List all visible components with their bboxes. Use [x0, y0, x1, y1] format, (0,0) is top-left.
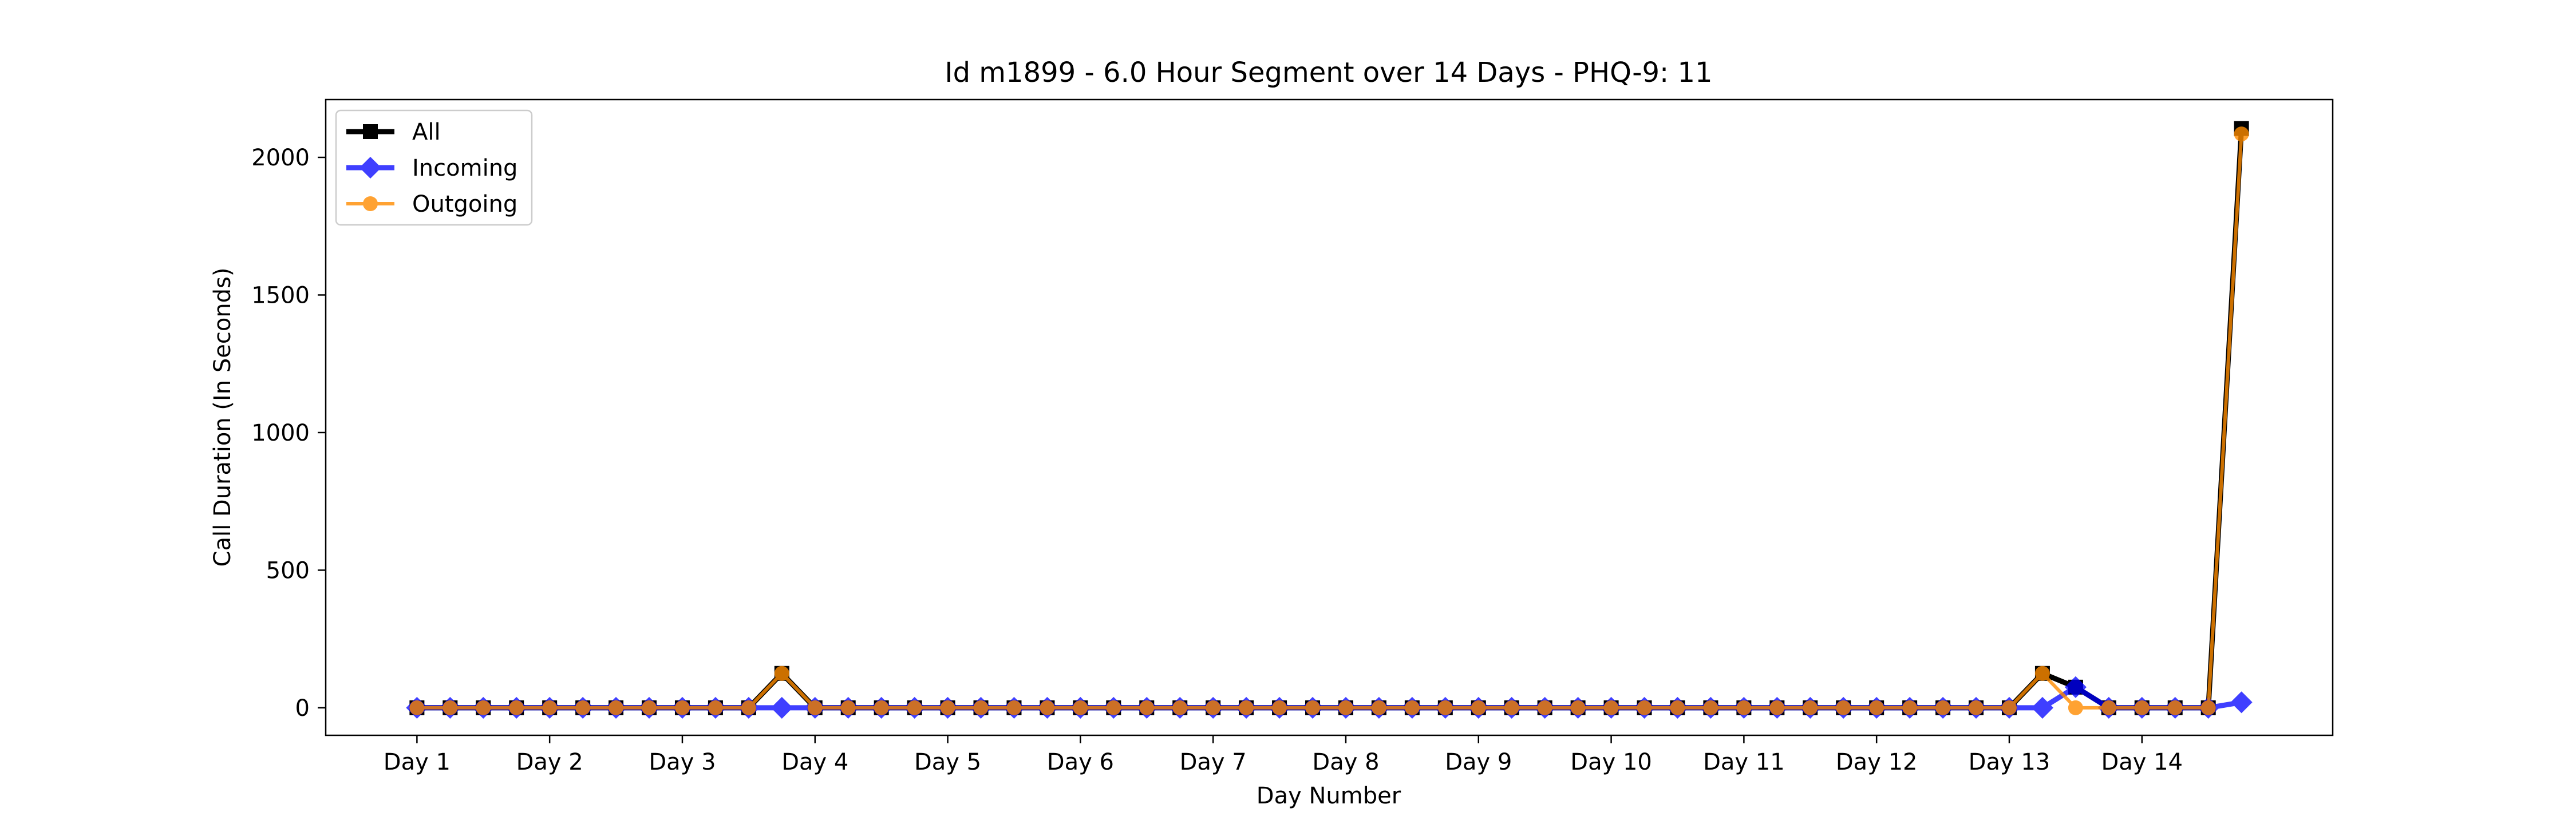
data-point-outgoing	[2068, 700, 2083, 715]
data-point-outgoing	[1139, 700, 1155, 715]
data-point-outgoing	[1703, 700, 1718, 715]
x-tick-label: Day 5	[914, 749, 981, 775]
data-point-outgoing	[1504, 700, 1519, 715]
x-tick-label: Day 11	[1703, 749, 1785, 775]
data-point-outgoing	[1471, 700, 1486, 715]
data-point-outgoing	[874, 700, 889, 715]
data-point-outgoing	[1206, 700, 1221, 715]
data-point-outgoing	[542, 700, 558, 715]
series-outgoing	[409, 126, 2249, 715]
x-ticks: Day 1 Day 2 Day 3 Day 4 Day 5 Day 6 Day 7 Day 8…	[384, 735, 2183, 775]
data-point-outgoing	[1437, 700, 1453, 715]
data-point-outgoing	[1338, 700, 1353, 715]
series-layer	[406, 121, 2253, 719]
data-point-outgoing	[642, 700, 657, 715]
data-point-outgoing	[1537, 700, 1552, 715]
data-point-outgoing	[1902, 700, 1918, 715]
chart-title: Id m1899 - 6.0 Hour Segment over 14 Days…	[945, 57, 1712, 89]
x-tick-label: Day 13	[1969, 749, 2050, 775]
data-point-outgoing	[1736, 700, 1752, 715]
data-point-outgoing	[1836, 700, 1851, 715]
data-point-outgoing	[1239, 700, 1254, 715]
x-tick-label: Day 4	[781, 749, 848, 775]
legend-item-incoming: Incoming	[346, 155, 517, 181]
plot-frame	[325, 98, 2334, 736]
data-point-outgoing	[409, 700, 425, 715]
data-point-outgoing	[1305, 700, 1321, 715]
x-tick-label: Day 2	[516, 749, 583, 775]
x-tick-label: Day 12	[1836, 749, 1918, 775]
data-point-outgoing	[1869, 700, 1884, 715]
data-point-outgoing	[1803, 700, 1818, 715]
data-point-outgoing	[1272, 700, 1287, 715]
data-point-outgoing	[807, 700, 823, 715]
y-tick-label: 2000	[251, 145, 310, 171]
data-point-outgoing	[1637, 700, 1652, 715]
data-point-incoming	[771, 696, 793, 719]
x-tick-label: Day 8	[1312, 749, 1379, 775]
data-point-outgoing	[1172, 700, 1188, 715]
data-point-outgoing	[1404, 700, 1420, 715]
x-tick-label: Day 7	[1180, 749, 1247, 775]
data-point-outgoing	[2101, 700, 2116, 715]
data-point-outgoing	[476, 700, 491, 715]
data-point-outgoing	[2167, 700, 2183, 715]
data-point-outgoing	[1769, 700, 1785, 715]
data-point-outgoing	[1106, 700, 1121, 715]
data-point-incoming	[2064, 676, 2087, 698]
data-point-outgoing	[2200, 700, 2216, 715]
data-point-outgoing	[973, 700, 989, 715]
legend-item-all: All	[346, 119, 441, 145]
legend-label-outgoing: Outgoing	[412, 191, 517, 217]
legend-marker-all	[363, 124, 378, 139]
y-tick-label: 1500	[251, 282, 310, 308]
legend-label-incoming: Incoming	[412, 155, 517, 181]
legend-item-outgoing: Outgoing	[346, 191, 517, 217]
data-point-outgoing	[609, 700, 624, 715]
data-point-outgoing	[442, 700, 458, 715]
x-tick-label: Day 14	[2101, 749, 2183, 775]
x-tick-label: Day 10	[1570, 749, 1652, 775]
data-point-outgoing	[1935, 700, 1951, 715]
y-tick-label: 1000	[251, 420, 310, 446]
x-tick-label: Day 1	[384, 749, 451, 775]
data-point-outgoing	[2001, 700, 2017, 715]
data-point-outgoing	[1570, 700, 1586, 715]
x-tick-label: Day 9	[1445, 749, 1512, 775]
x-tick-label: Day 3	[649, 749, 716, 775]
data-point-incoming	[2230, 691, 2253, 714]
data-point-outgoing	[1969, 700, 1984, 715]
legend: All Incoming Outgoing	[335, 109, 533, 226]
data-point-outgoing	[2234, 126, 2249, 142]
data-point-outgoing	[2034, 665, 2050, 681]
data-point-outgoing	[674, 700, 690, 715]
y-tick-label: 500	[266, 557, 310, 584]
data-point-outgoing	[2134, 700, 2150, 715]
data-point-outgoing	[1371, 700, 1386, 715]
data-point-outgoing	[1040, 700, 1055, 715]
data-point-outgoing	[1073, 700, 1088, 715]
legend-marker-outgoing	[363, 196, 378, 211]
legend-marker-incoming	[359, 156, 382, 179]
y-tick-label: 0	[295, 695, 310, 722]
data-point-outgoing	[907, 700, 922, 715]
data-point-outgoing	[1006, 700, 1022, 715]
legend-label-all: All	[412, 119, 441, 145]
x-tick-label: Day 6	[1047, 749, 1114, 775]
y-axis-label: Call Duration (In Seconds)	[210, 268, 236, 567]
data-point-outgoing	[840, 700, 856, 715]
data-point-outgoing	[1603, 700, 1619, 715]
legend-box	[335, 109, 533, 226]
data-point-outgoing	[774, 665, 789, 681]
data-point-outgoing	[708, 700, 723, 715]
x-axis-label: Day Number	[1257, 783, 1401, 809]
data-point-incoming	[2031, 696, 2053, 719]
data-point-outgoing	[509, 700, 524, 715]
data-point-outgoing	[940, 700, 955, 715]
y-ticks: 0 500 1000 1500 2000	[251, 145, 326, 722]
data-point-outgoing	[1670, 700, 1685, 715]
data-point-outgoing	[741, 700, 756, 715]
data-point-outgoing	[575, 700, 591, 715]
